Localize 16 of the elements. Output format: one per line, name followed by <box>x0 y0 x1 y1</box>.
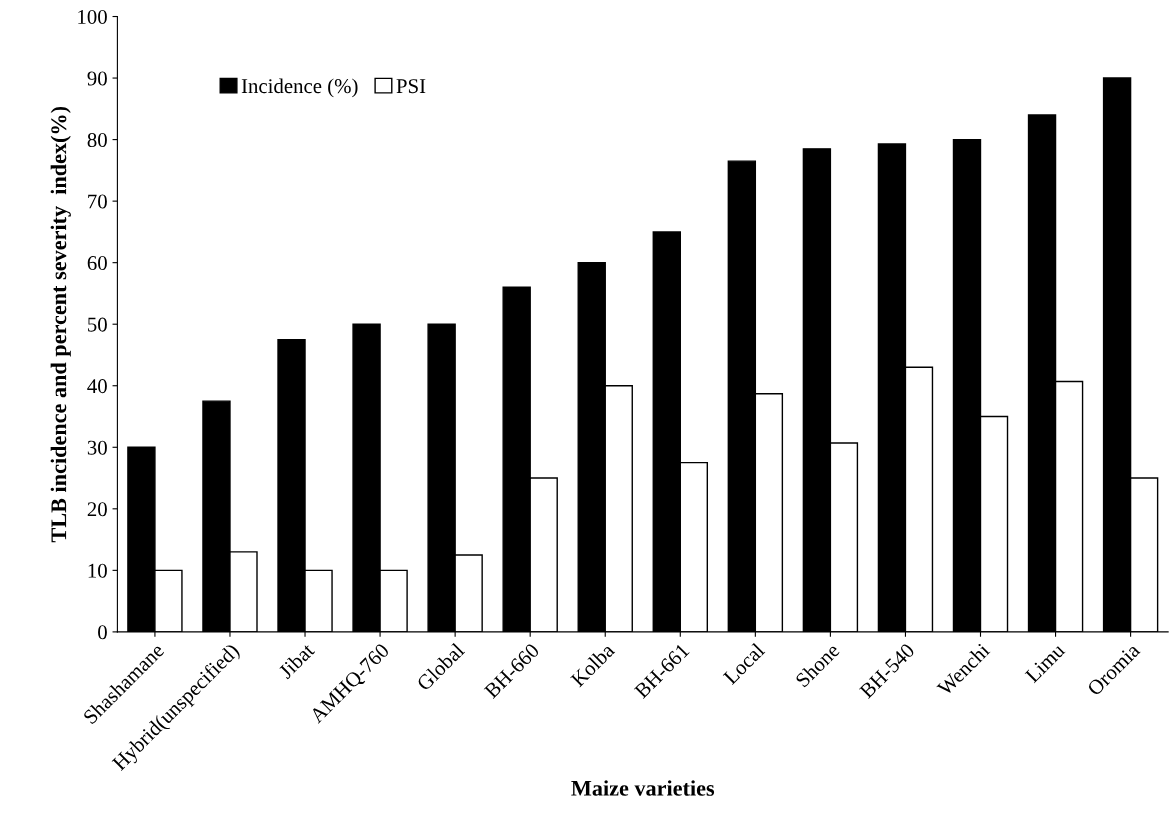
y-axis-title: TLB incidence and percent severity index(%) <box>50 106 71 543</box>
x-tick-label: Jibat <box>277 641 316 680</box>
y-tick-label: 10 <box>88 563 107 578</box>
y-tick-label: 30 <box>87 440 107 455</box>
x-axis-title: Maize varieties <box>571 780 715 796</box>
legend-label: PSI <box>396 79 426 94</box>
y-tick-label: 0 <box>98 625 107 640</box>
y-tick-label: 20 <box>87 502 107 517</box>
y-tick-label: 80 <box>87 132 107 148</box>
y-tick-label: 90 <box>87 71 107 86</box>
y-tick-label: 70 <box>88 194 107 209</box>
y-tick-label: 100 <box>78 9 107 24</box>
y-tick-label: 60 <box>87 256 107 271</box>
legend-label: Incidence (%) <box>241 78 358 98</box>
y-tick-label: 40 <box>87 379 107 394</box>
y-tick-label: 50 <box>88 317 107 332</box>
